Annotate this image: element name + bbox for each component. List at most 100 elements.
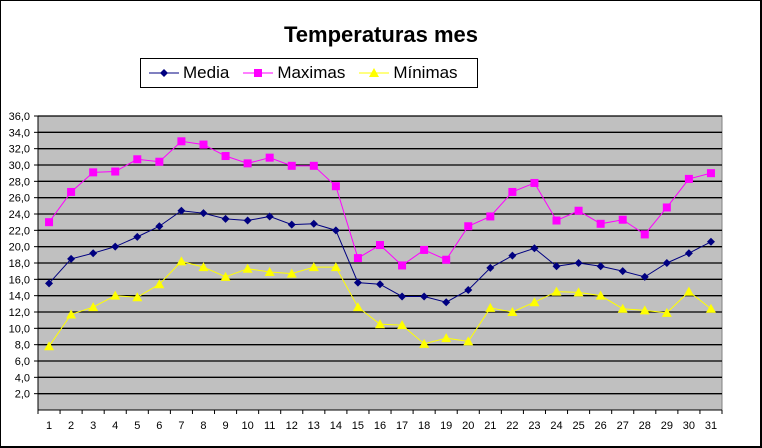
y-tick-label: 14,0 bbox=[9, 291, 30, 303]
data-point bbox=[552, 216, 561, 225]
data-point bbox=[44, 341, 55, 351]
data-point bbox=[66, 309, 77, 319]
data-point bbox=[640, 272, 649, 281]
x-tick-label: 4 bbox=[112, 420, 118, 432]
x-tick-label: 8 bbox=[200, 420, 206, 432]
data-point bbox=[398, 292, 407, 301]
data-point bbox=[662, 259, 671, 267]
x-tick-label: 11 bbox=[264, 420, 275, 432]
data-point bbox=[529, 297, 540, 307]
data-point bbox=[551, 286, 562, 296]
data-point bbox=[243, 216, 252, 225]
legend-marker-triangle-icon bbox=[359, 68, 390, 77]
x-tick-label: 20 bbox=[462, 420, 474, 432]
x-tick-label: 12 bbox=[286, 420, 298, 432]
data-point bbox=[265, 153, 274, 162]
data-point bbox=[243, 159, 252, 168]
data-point bbox=[464, 222, 473, 231]
data-point bbox=[705, 303, 716, 313]
data-point bbox=[618, 215, 627, 224]
x-tick-label: 14 bbox=[330, 420, 342, 432]
data-point bbox=[331, 182, 340, 191]
data-point bbox=[398, 261, 407, 270]
data-point bbox=[198, 262, 209, 272]
x-tick-label: 3 bbox=[90, 420, 96, 432]
data-point bbox=[375, 319, 385, 329]
legend-marker-diamond-icon bbox=[149, 69, 179, 77]
data-point bbox=[595, 290, 606, 300]
data-point bbox=[574, 259, 583, 267]
y-tick-label: 30,0 bbox=[9, 160, 30, 172]
x-tick-label: 17 bbox=[396, 420, 408, 432]
data-point bbox=[463, 336, 474, 346]
x-tick-label: 19 bbox=[440, 420, 452, 432]
data-point bbox=[67, 254, 76, 263]
data-point bbox=[684, 174, 693, 183]
data-point bbox=[376, 280, 384, 289]
y-tick-label: 6,0 bbox=[15, 356, 30, 368]
y-tick-label: 34,0 bbox=[9, 127, 30, 139]
y-tick-label: 18,0 bbox=[9, 258, 30, 270]
x-tick-label: 2 bbox=[68, 420, 74, 432]
data-point bbox=[177, 206, 186, 215]
x-tick-label: 6 bbox=[156, 420, 162, 432]
x-tick-label: 26 bbox=[595, 420, 607, 432]
data-point bbox=[706, 169, 715, 178]
data-point bbox=[89, 168, 98, 177]
x-tick-label: 30 bbox=[683, 420, 695, 432]
data-point bbox=[353, 254, 362, 263]
y-tick-label: 28,0 bbox=[9, 176, 30, 188]
data-point bbox=[287, 161, 296, 170]
y-tick-label: 20,0 bbox=[9, 242, 30, 254]
series-maximas bbox=[45, 137, 715, 270]
data-point bbox=[220, 271, 231, 281]
data-point bbox=[530, 244, 539, 253]
x-tick-label: 5 bbox=[134, 420, 140, 432]
x-tick-label: 28 bbox=[639, 420, 651, 432]
legend-item-media: Media bbox=[149, 63, 229, 83]
x-tick-label: 22 bbox=[506, 420, 518, 432]
y-tick-label: 32,0 bbox=[9, 144, 30, 156]
data-point bbox=[330, 262, 341, 272]
data-point bbox=[111, 167, 120, 176]
x-tick-label: 15 bbox=[352, 420, 364, 432]
x-tick-label: 24 bbox=[550, 420, 562, 432]
legend: Media Maximas Mínimas bbox=[140, 58, 478, 88]
data-point bbox=[199, 140, 208, 149]
data-point bbox=[45, 279, 54, 288]
data-point bbox=[397, 320, 408, 330]
legend-marker bbox=[254, 69, 263, 77]
data-point bbox=[683, 286, 694, 296]
y-tick-label: 24,0 bbox=[9, 209, 30, 221]
x-tick-label: 27 bbox=[617, 420, 629, 432]
data-point bbox=[530, 178, 539, 187]
data-point bbox=[420, 245, 429, 254]
data-point bbox=[110, 290, 121, 300]
chart-title: Temperaturas mes bbox=[283, 22, 478, 47]
data-point bbox=[485, 302, 496, 312]
legend-label: Mínimas bbox=[393, 63, 458, 82]
data-point bbox=[640, 230, 649, 239]
data-point bbox=[442, 255, 451, 264]
legend-label: Media bbox=[183, 63, 230, 82]
data-point bbox=[154, 279, 165, 289]
data-point bbox=[221, 214, 230, 223]
data-point bbox=[508, 251, 517, 260]
x-tick-label: 23 bbox=[528, 420, 540, 432]
x-tick-label: 21 bbox=[484, 420, 496, 432]
data-point bbox=[661, 307, 672, 317]
x-tick-label: 1 bbox=[46, 420, 52, 432]
data-point bbox=[155, 157, 164, 166]
data-point bbox=[486, 263, 495, 272]
y-tick-label: 4,0 bbox=[15, 372, 30, 384]
data-point bbox=[420, 292, 429, 301]
data-point bbox=[221, 152, 230, 161]
data-point bbox=[573, 287, 584, 297]
x-tick-label: 9 bbox=[222, 420, 228, 432]
data-point bbox=[684, 249, 693, 258]
data-point bbox=[618, 267, 627, 276]
data-point bbox=[441, 333, 452, 343]
data-point bbox=[88, 302, 99, 312]
